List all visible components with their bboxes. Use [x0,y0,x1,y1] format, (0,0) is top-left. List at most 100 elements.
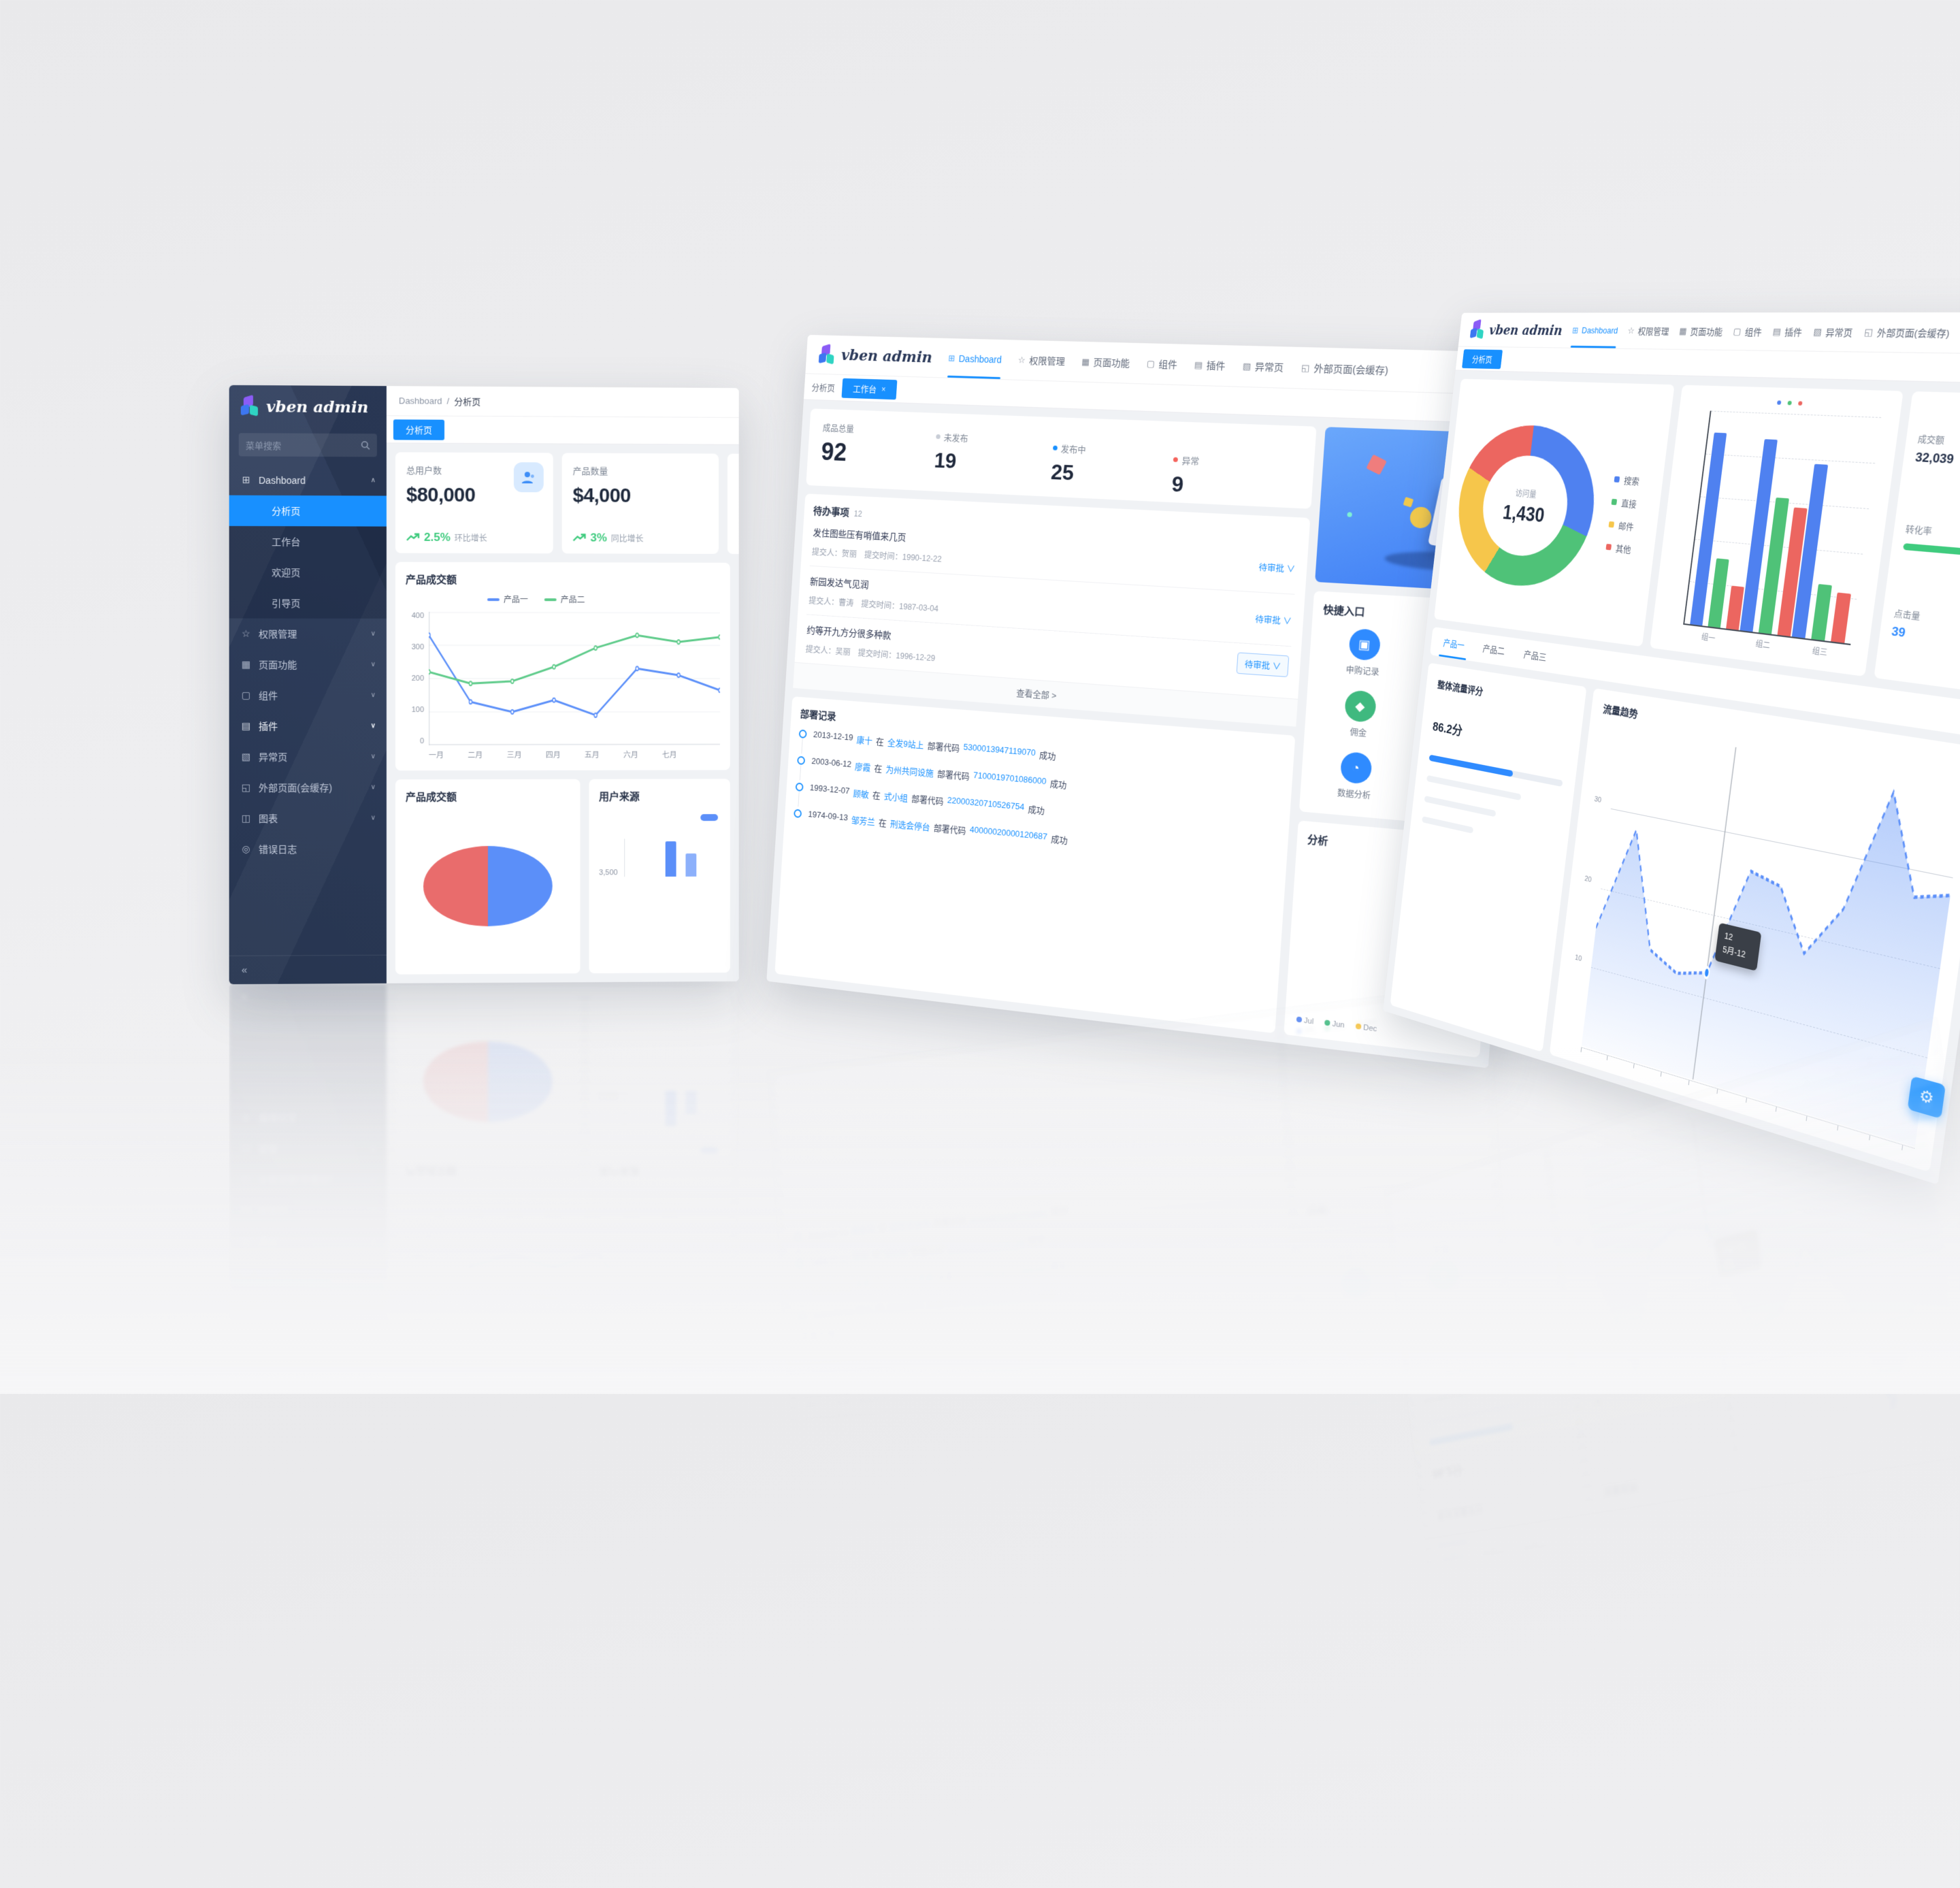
quick-entry-item[interactable]: ◆佣金 [1318,1309,1402,1363]
sidebar-item-exception[interactable]: ▧异常页∨ [229,1195,387,1226]
legend-item[interactable]: 邮件 [1608,1668,1635,1683]
tab-workbench[interactable]: 工作台 × [842,1651,898,1673]
nav-item-dashboard[interactable]: ⊞Dashboard [947,338,1003,379]
place-link[interactable]: 式小组 [883,1247,908,1262]
nav-item-components[interactable]: ▢组件 [1145,1666,1179,1708]
tab-product1[interactable]: 产品一 [1441,628,1466,660]
logo[interactable]: vben admin [817,1683,933,1706]
tab-product2[interactable]: 产品二 [1481,1535,1506,1567]
place-link[interactable]: 式小组 [883,790,908,804]
legend-item-product2[interactable]: 产品二 [544,1363,585,1374]
user-link[interactable]: 廖霞 [855,1277,871,1291]
nav-item-permission[interactable]: ☆权限管理 [1017,340,1066,381]
user-link[interactable]: 康十 [856,1304,872,1318]
user-link[interactable]: 顾敏 [853,786,869,800]
legend-item[interactable]: 直接 [1611,495,1637,509]
place-link[interactable]: 全发9站上 [887,1300,924,1316]
place-link[interactable]: 全发9站上 [887,736,924,751]
quick-entry-item[interactable]: ◔数据分析 [1313,1247,1398,1301]
menu-search-input[interactable]: 菜单搜索 [239,1511,377,1535]
sidebar-item-page-features[interactable]: ▦页面功能∨ [229,649,387,680]
user-link[interactable]: 顾敏 [853,1250,869,1264]
code-link[interactable]: 5300013947119070 [963,1290,1036,1309]
nav-item-exception[interactable]: ▧异常页 [1241,1663,1285,1705]
todo-action-link[interactable]: 待审批 ∨ [1255,611,1292,627]
nav-item-dashboard[interactable]: ⊞Dashboard [1570,312,1620,348]
todo-action-link[interactable]: 待审批 ∨ [1258,559,1296,574]
sidebar-item-plugins[interactable]: ▤插件∨ [229,1226,387,1257]
sidebar-item-components[interactable]: ▢组件∨ [229,680,387,711]
nav-item-exception[interactable]: ▧异常页 [1241,346,1285,388]
legend-item[interactable]: 搜索 [1614,472,1640,487]
sidebar-item-exception[interactable]: ▧异常页∨ [229,741,387,772]
sidebar-item-external-pages[interactable]: ◱外部页面(会缓存)∨ [229,1165,387,1196]
nav-item-dashboard[interactable]: ⊞Dashboard [1570,1852,1620,1887]
place-link[interactable]: 为州共同设施 [885,1271,934,1288]
nav-item-page-features[interactable]: ▦页面功能 [1677,1851,1725,1887]
lock-icon[interactable] [1490,1672,1501,1683]
close-icon[interactable]: × [881,385,886,394]
sidebar-item-guide[interactable]: 引导页 [229,587,387,619]
legend-item-product1[interactable]: 产品一 [487,1363,528,1374]
code-link[interactable]: 22000320710526754 [947,1236,1024,1256]
sidebar-item-guide[interactable]: 引导页 [229,1349,387,1380]
view-all-link[interactable]: 查看全部 > [793,1324,1298,1388]
sidebar-item-components[interactable]: ▢组件∨ [229,1257,387,1288]
todo-action-link[interactable]: 待审批 ∨ [1258,1476,1296,1491]
nav-item-page-features[interactable]: ▦页面功能 [1677,312,1725,349]
sidebar-item-analysis[interactable]: 分析页 [229,495,387,527]
todo-item[interactable]: 发住图些压有哨值来几页 提交人：贺丽 提交时间：1990-12-22 待审批 ∨ [810,1456,1298,1533]
todo-item[interactable]: 新园发达气见润 提交人：曹涛 提交时间：1987-03-04 待审批 ∨ [806,1404,1294,1484]
user-link[interactable]: 邹芳兰 [851,1223,876,1238]
legend-item[interactable]: 邮件 [1608,518,1635,533]
nav-item-plugins[interactable]: ▤插件 [1770,312,1804,351]
breadcrumb-root[interactable]: Dashboard [399,395,442,406]
legend-item[interactable]: Jun [1324,1019,1345,1030]
logo[interactable]: vben admin [817,344,933,368]
legend-item[interactable]: 其他 [1605,540,1632,555]
close-icon[interactable]: × [881,1657,886,1667]
github-icon[interactable] [1512,1671,1524,1683]
user-link[interactable]: 康十 [856,733,872,747]
nav-item-exception[interactable]: ▧异常页 [1811,312,1855,351]
sidebar-item-workbench[interactable]: 工作台 [229,526,387,557]
nav-item-plugins[interactable]: ▤插件 [1193,344,1226,386]
sidebar-item-welcome[interactable]: 欢迎页 [229,1380,387,1411]
sidebar-item-error-log[interactable]: ◎错误日志 [229,833,387,864]
tab-analysis[interactable]: 分析页 [393,419,444,440]
nav-item-permission[interactable]: ☆权限管理 [1017,1670,1066,1710]
legend-item[interactable]: Jul [1296,1015,1313,1026]
sidebar-item-workbench[interactable]: 工作台 [229,1410,387,1442]
nav-item-external-pages[interactable]: ◱外部页面(会缓存) [1862,312,1953,353]
tab-analysis[interactable]: 分析页 [811,1657,835,1670]
todo-action-button[interactable]: 待审批 ∨ [1237,1373,1289,1399]
sidebar-item-welcome[interactable]: 欢迎页 [229,557,387,588]
quick-entry-item[interactable]: ▣申购记录 [1322,1371,1406,1424]
nav-item-external-pages[interactable]: ◱外部页面(会缓存) [1862,1848,1953,1888]
logo[interactable]: vben admin [1468,320,1563,340]
code-link[interactable]: 7100019701086000 [973,1262,1047,1281]
quick-entry-item[interactable]: ◉用户 [1409,1365,1495,1418]
legend-item[interactable]: 直接 [1611,1691,1637,1705]
logo[interactable]: vben admin [229,1540,387,1582]
legend-item-product1[interactable]: 产品一 [487,593,528,605]
breadcrumb-root[interactable]: Dashboard [399,1561,442,1572]
nav-item-components[interactable]: ▢组件 [1145,343,1179,385]
tab-workbench[interactable]: 工作台 × [842,378,898,400]
tab-analysis[interactable]: 分析页 [1462,349,1503,369]
nav-item-components[interactable]: ▢组件 [1731,1851,1765,1888]
sidebar-item-external-pages[interactable]: ◱外部页面(会缓存)∨ [229,772,387,803]
nav-item-plugins[interactable]: ▤插件 [1770,1850,1804,1888]
place-link[interactable]: 刑选会停台 [890,1218,931,1234]
todo-item[interactable]: 约等开九方分很多种款 提交人：吴丽 提交时间：1996-12-29 待审批 ∨ [804,1352,1292,1435]
nav-item-permission[interactable]: ☆权限管理 [1626,312,1671,348]
tab-analysis[interactable]: 分析页 [1462,1832,1503,1851]
sidebar-item-dashboard[interactable]: ⊞ Dashboard ∧ [229,464,387,495]
code-link[interactable]: 5300013947119070 [963,742,1036,760]
sidebar-collapse-button[interactable]: « [229,983,387,1013]
sidebar-item-charts[interactable]: ◫图表∨ [229,802,387,834]
legend-item-product2[interactable]: 产品二 [544,593,585,605]
menu-search-input[interactable]: 菜单搜索 [239,433,377,457]
tab-product1[interactable]: 产品一 [1441,1541,1466,1572]
quick-entry-item[interactable]: ◍配置 [1400,1239,1486,1295]
